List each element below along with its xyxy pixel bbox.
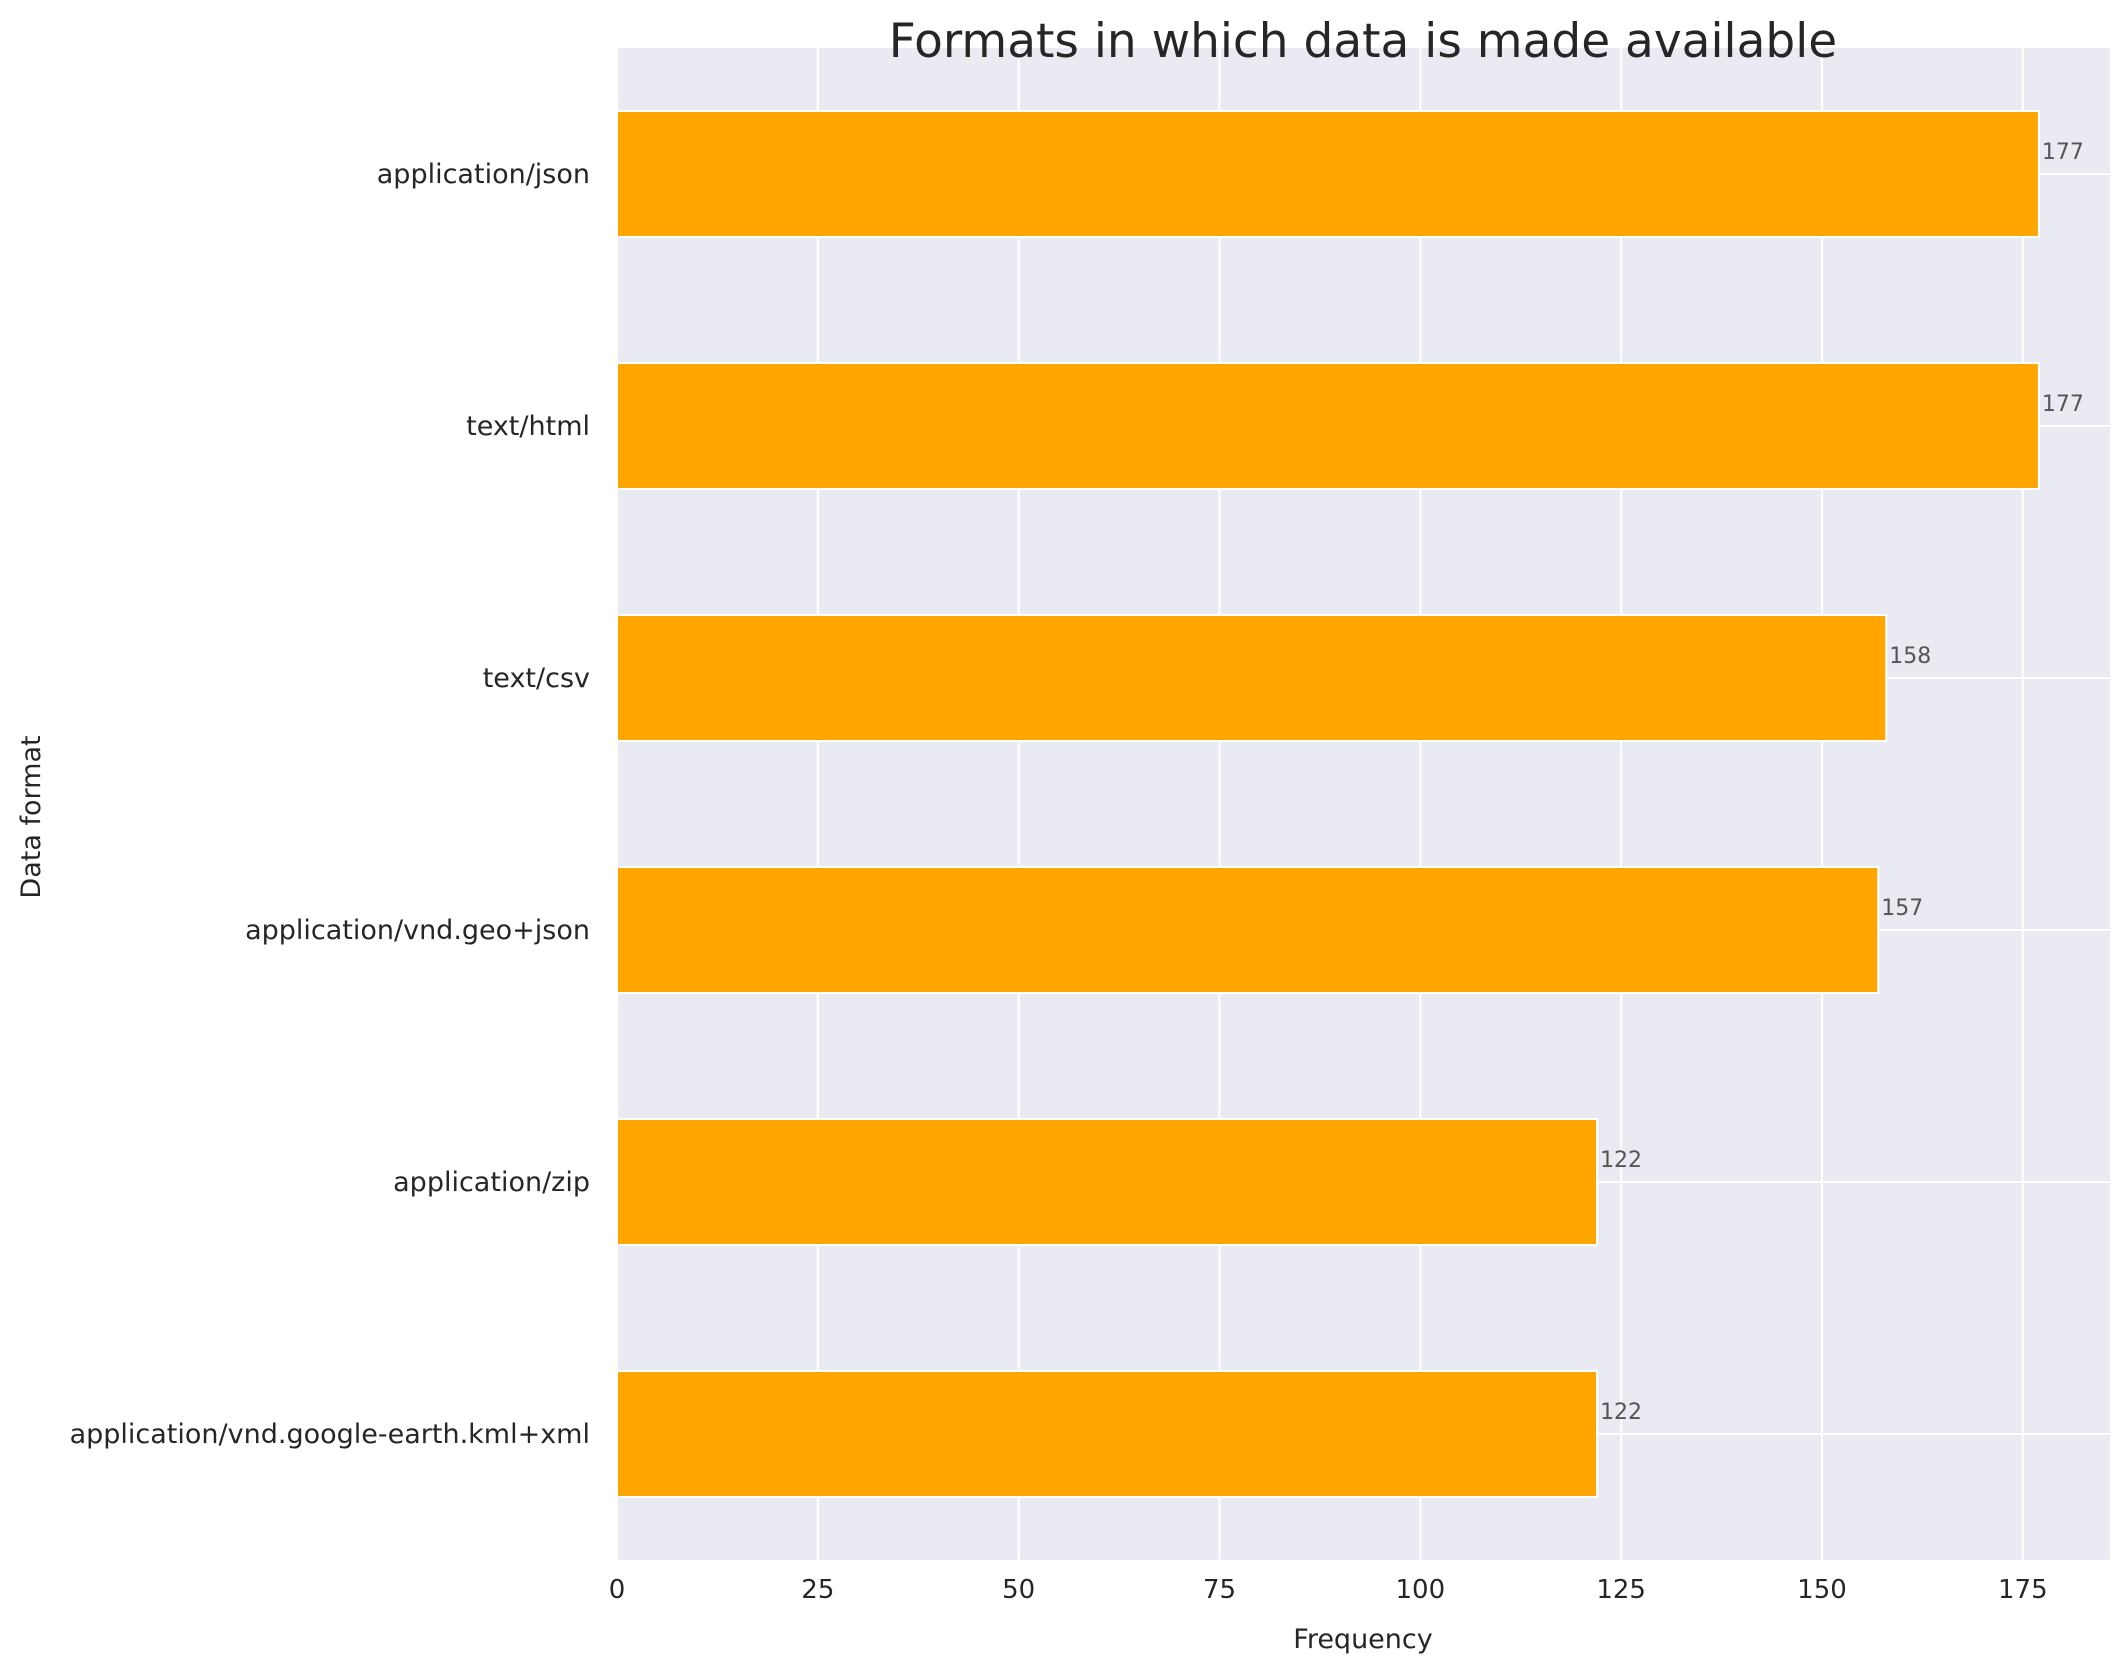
y-tick-label: text/html: [466, 411, 590, 442]
y-tick-label: application/json: [377, 159, 590, 190]
x-axis-label: Frequency: [1293, 1624, 1433, 1655]
x-tick-label: 50: [1002, 1575, 1035, 1605]
data-label: 177: [2042, 140, 2084, 165]
bar: [616, 1118, 1599, 1246]
x-tick-label: 0: [609, 1575, 626, 1605]
y-tick-label: text/csv: [483, 663, 590, 694]
y-tick-label: application/vnd.geo+json: [245, 915, 590, 946]
x-tick-label: 100: [1396, 1575, 1446, 1605]
x-tick-label: 25: [801, 1575, 834, 1605]
data-label: 122: [1600, 1400, 1642, 1425]
data-labels: 177 177 158 157 122 122: [1600, 140, 2084, 1425]
x-tick-label: 175: [1998, 1575, 2048, 1605]
bars: [616, 110, 2040, 1498]
bar: [616, 1370, 1599, 1498]
x-tick-labels: 0 25 50 75 100 125 150 175: [609, 1575, 2048, 1605]
chart-title: Formats in which data is made available: [889, 14, 1837, 69]
bar: [616, 866, 1880, 994]
y-tick-labels: application/json text/html text/csv applica…: [70, 159, 590, 1450]
x-tick-label: 150: [1797, 1575, 1847, 1605]
x-tick-label: 75: [1203, 1575, 1236, 1605]
y-tick-label: application/vnd.google-earth.kml+xml: [70, 1419, 590, 1450]
bar: [616, 362, 2040, 490]
y-tick-label: application/zip: [393, 1167, 590, 1198]
data-label: 122: [1600, 1148, 1642, 1173]
data-label: 158: [1889, 644, 1931, 669]
data-label: 177: [2042, 392, 2084, 417]
data-label: 157: [1881, 896, 1923, 921]
bar: [616, 614, 1888, 742]
y-axis-label: Data format: [16, 735, 47, 898]
plot-background: [617, 48, 2110, 1560]
x-tick-label: 125: [1596, 1575, 1646, 1605]
bar: [616, 110, 2040, 238]
